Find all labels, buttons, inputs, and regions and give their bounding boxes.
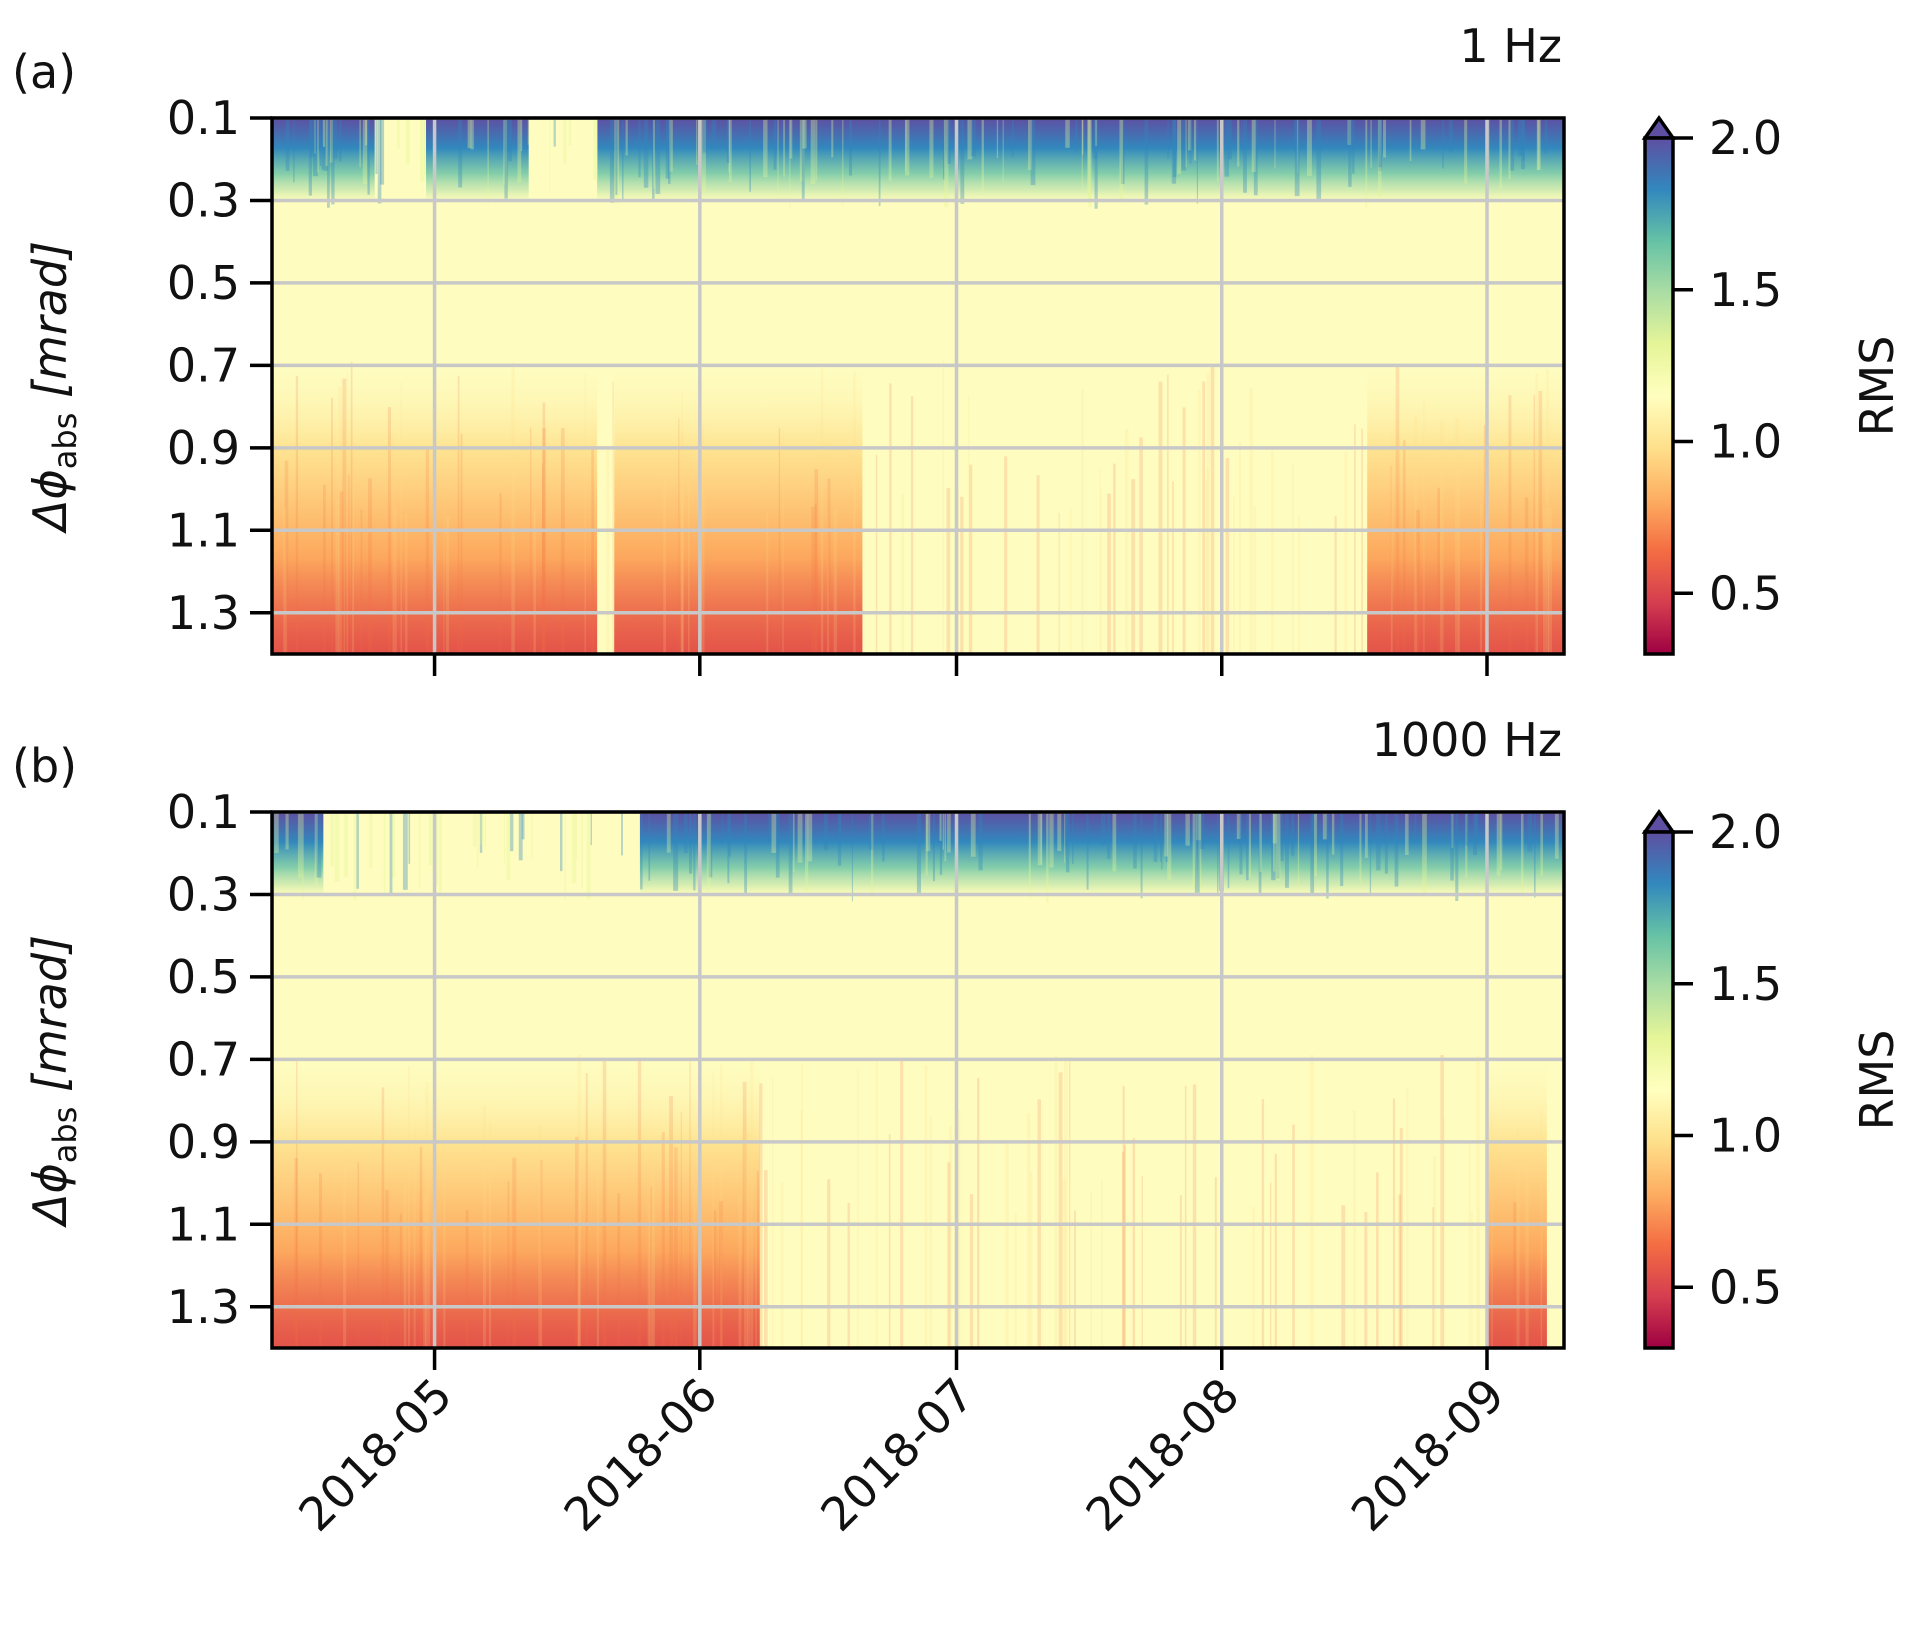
low-rms-edge	[1486, 1251, 1547, 1348]
colorbar-tick-label: 1.5	[1709, 957, 1782, 1011]
y-axis-label-sub: abs	[46, 1107, 84, 1164]
colorbar-tick-label: 2.0	[1709, 805, 1782, 859]
x-tick-label: 2018-06	[554, 1368, 728, 1542]
colorbar-tick-label: 1.0	[1709, 415, 1782, 469]
y-axis-label-unit: [mrad]	[23, 935, 77, 1107]
y-axis-label: Δϕabs [mrad]	[23, 241, 84, 534]
x-tick-label: 2018-09	[1341, 1368, 1515, 1542]
panel-title: 1000 Hz	[1372, 713, 1562, 767]
colorbar-gradient	[1643, 136, 1675, 656]
high-rms-band	[597, 118, 1564, 204]
y-tick-label: 0.5	[167, 950, 240, 1004]
x-tick-label: 2018-08	[1075, 1368, 1249, 1542]
y-tick-label: 0.9	[167, 1115, 240, 1169]
low-rms-edge	[272, 1251, 760, 1348]
grid-lines	[272, 810, 1564, 1348]
x-tick-label: 2018-07	[810, 1368, 984, 1542]
y-tick-label: 0.3	[167, 867, 240, 921]
colorbar-tick-label: 2.0	[1709, 111, 1782, 165]
y-tick-label: 0.7	[167, 338, 240, 392]
panel-label: (a)	[12, 45, 76, 99]
colorbar-label: RMS	[1850, 336, 1904, 437]
y-axis-label-unit: [mrad]	[23, 241, 77, 413]
y-tick-label: 0.1	[167, 785, 240, 839]
y-tick-label: 1.3	[167, 1280, 240, 1334]
plot-frame	[270, 810, 1566, 1350]
colorbar-tick-label: 0.5	[1709, 566, 1782, 620]
heatmap-image	[272, 812, 1564, 1348]
y-axis: 0.1 0.3 0.5 0.7 0.9 1.1 1.3	[167, 91, 272, 640]
x-tick-label: 2018-05	[288, 1368, 462, 1542]
x-axis: 2018-05 2018-06 2018-07 2018-08 2018-09	[288, 1348, 1515, 1542]
x-axis	[432, 654, 1489, 676]
high-rms-band	[272, 812, 324, 898]
colorbar: 0.5 1.0 1.5 2.0	[1641, 805, 1782, 1350]
y-axis: 0.1 0.3 0.5 0.7 0.9 1.1 1.3	[167, 785, 272, 1334]
y-tick-label: 1.3	[167, 586, 240, 640]
panel-title: 1 Hz	[1459, 19, 1562, 73]
y-tick-label: 0.7	[167, 1032, 240, 1086]
colorbar-tick-label: 0.5	[1709, 1260, 1782, 1314]
colorbar-tick-label: 1.0	[1709, 1109, 1782, 1163]
low-rms-edge	[1367, 557, 1564, 654]
y-axis-label-main: Δϕ	[23, 469, 77, 534]
colorbar-extend-arrow	[1641, 808, 1677, 834]
panel-b: (b) 1000 Hz 0.1 0.3 0.5 0.7 0.9 1.1 1.3 2018-0…	[12, 713, 1904, 1542]
panel-label: (b)	[12, 739, 77, 793]
y-tick-label: 0.1	[167, 91, 240, 145]
y-tick-label: 1.1	[167, 503, 240, 557]
low-rms-edge	[614, 557, 863, 654]
y-axis-label-main: Δϕ	[23, 1163, 77, 1228]
colorbar-tick-label: 1.5	[1709, 263, 1782, 317]
high-rms-band	[639, 812, 1564, 898]
heatmap-image	[272, 118, 1564, 654]
colorbar: 0.5 1.0 1.5 2.0	[1641, 111, 1782, 656]
y-tick-label: 0.9	[167, 421, 240, 475]
y-tick-label: 1.1	[167, 1197, 240, 1251]
colorbar-extend-arrow	[1641, 114, 1677, 140]
y-axis-label-sub: abs	[46, 413, 84, 470]
y-tick-label: 0.5	[167, 256, 240, 310]
high-rms-band	[426, 118, 529, 204]
colorbar-gradient	[1643, 830, 1675, 1350]
panel-a: (a) 1 Hz 0.1 0.3 0.5 0.7 0.9 1.1 1.3 Δϕabs [mr…	[12, 19, 1904, 676]
plot-frame	[270, 116, 1566, 656]
high-rms-band	[272, 118, 375, 204]
colorbar-label: RMS	[1850, 1030, 1904, 1131]
y-axis-label: Δϕabs [mrad]	[23, 935, 84, 1228]
y-tick-label: 0.3	[167, 173, 240, 227]
